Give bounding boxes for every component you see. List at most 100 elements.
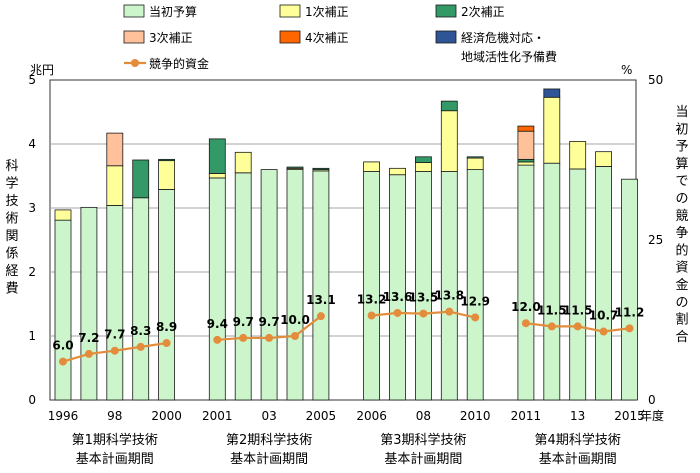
bar-segment xyxy=(234,172,252,401)
y-left-unit: 兆円 xyxy=(30,63,54,77)
competitive-funds-point xyxy=(59,357,67,366)
bar-segment xyxy=(569,141,587,170)
legend-label: 経済危機対応・地域活性化予備費 xyxy=(461,30,557,64)
competitive-funds-point xyxy=(84,349,93,358)
bar-segment xyxy=(389,174,406,401)
x-tick-label: 98 xyxy=(107,409,122,423)
legend-swatch xyxy=(123,4,145,18)
competitive-funds-label: 11.5 xyxy=(563,303,593,317)
bar-segment xyxy=(543,162,561,401)
bar-segment xyxy=(543,96,561,164)
bar-segment xyxy=(440,171,458,401)
competitive-funds-point xyxy=(599,327,608,336)
bar-segment xyxy=(208,177,226,401)
x-tick-label: 03 xyxy=(261,409,276,423)
competitive-funds-point xyxy=(573,322,582,331)
bar-segment xyxy=(543,88,561,98)
legend-swatch xyxy=(279,30,301,44)
competitive-funds-label: 12.0 xyxy=(511,300,541,314)
competitive-funds-point xyxy=(213,335,222,344)
x-tick-label: 2011 xyxy=(511,409,542,423)
competitive-funds-point xyxy=(419,309,428,318)
competitive-funds-point xyxy=(239,333,248,342)
bar-segment xyxy=(414,156,432,163)
bar-segment xyxy=(286,169,304,401)
bar-segment xyxy=(389,167,406,176)
competitive-funds-label: 11.2 xyxy=(615,305,645,319)
bar-segment xyxy=(158,158,176,162)
x-tick-label: 2005 xyxy=(306,409,337,423)
bar-segment xyxy=(158,189,176,401)
competitive-funds-label: 13.2 xyxy=(357,293,387,307)
bar-segment xyxy=(466,157,484,171)
competitive-funds-label: 13.6 xyxy=(383,290,413,304)
bar-segment xyxy=(286,166,304,169)
competitive-funds-point xyxy=(265,333,274,342)
legend-swatch xyxy=(435,30,457,44)
plan-period-label: 第4期科学技術基本計画期間 xyxy=(535,432,621,467)
bar-segment xyxy=(106,165,124,206)
y-right-tick-label: 0 xyxy=(648,393,656,407)
x-axis-unit: 年度 xyxy=(640,408,664,423)
bar-segment xyxy=(80,206,98,401)
x-tick-label: 2001 xyxy=(202,409,233,423)
y-left-tick-label: 3 xyxy=(28,201,36,215)
competitive-funds-label: 7.2 xyxy=(78,331,99,345)
bar-segment xyxy=(517,164,535,401)
bar-segment xyxy=(517,130,535,160)
bar-segment xyxy=(312,167,330,171)
competitive-funds-label: 10.0 xyxy=(280,313,310,327)
legend-swatch xyxy=(123,30,145,44)
competitive-funds-label: 13.8 xyxy=(434,289,464,303)
bar-segment xyxy=(363,161,381,172)
x-tick-label: 08 xyxy=(416,409,431,423)
legend-swatch-marker xyxy=(131,59,139,67)
y-right-unit: % xyxy=(621,63,632,77)
bar-segment xyxy=(621,178,638,401)
competitive-funds-point xyxy=(316,312,325,321)
bar-segment xyxy=(234,151,252,174)
y-right-tick-label: 25 xyxy=(648,233,663,247)
competitive-funds-label: 6.0 xyxy=(52,339,73,353)
competitive-funds-label: 8.9 xyxy=(156,320,177,334)
bar-segment xyxy=(54,209,72,221)
x-tick-label: 2015 xyxy=(614,409,645,423)
legend-label: 1次補正 xyxy=(305,5,349,19)
x-tick-label: 1996 xyxy=(48,409,79,423)
competitive-funds-point xyxy=(445,307,454,316)
bar-segment xyxy=(595,165,612,401)
bar-segment xyxy=(440,100,458,112)
bar-segment xyxy=(158,160,176,190)
bar-segment xyxy=(260,169,278,401)
competitive-funds-point xyxy=(625,324,634,333)
x-tick-label: 13 xyxy=(570,409,585,423)
competitive-funds-point xyxy=(521,319,530,328)
y-right-axis-title: 当初予算での競争的資金の割合 xyxy=(675,105,688,345)
bar-segment xyxy=(106,132,124,167)
competitive-funds-label: 11.5 xyxy=(537,303,567,317)
competitive-funds-label: 8.3 xyxy=(130,324,151,338)
bar-segment xyxy=(517,125,535,132)
competitive-funds-label: 10.7 xyxy=(589,309,619,323)
y-left-axis-title: 科学技術関係経費 xyxy=(5,159,18,297)
bar-segment xyxy=(208,173,226,179)
x-tick-label: 2000 xyxy=(151,409,182,423)
y-left-tick-label: 2 xyxy=(28,265,36,279)
bar-segment xyxy=(106,205,124,401)
bar-segment xyxy=(312,170,330,401)
bar-segment xyxy=(54,219,72,401)
competitive-funds-point xyxy=(393,308,402,317)
x-tick-label: 2010 xyxy=(460,409,491,423)
competitive-funds-point xyxy=(136,342,145,351)
legend-label: 2次補正 xyxy=(461,5,505,19)
competitive-funds-point xyxy=(547,322,556,331)
bar-segment xyxy=(414,171,432,401)
y-right-tick-label: 50 xyxy=(648,73,663,87)
bar-segment xyxy=(363,171,381,401)
competitive-funds-label: 13.5 xyxy=(409,291,439,305)
bar-segment xyxy=(569,168,587,401)
y-left-tick-label: 4 xyxy=(28,137,36,151)
x-tick-label: 2006 xyxy=(356,409,387,423)
competitive-funds-label: 9.7 xyxy=(258,315,279,329)
bar-segment xyxy=(517,161,535,166)
